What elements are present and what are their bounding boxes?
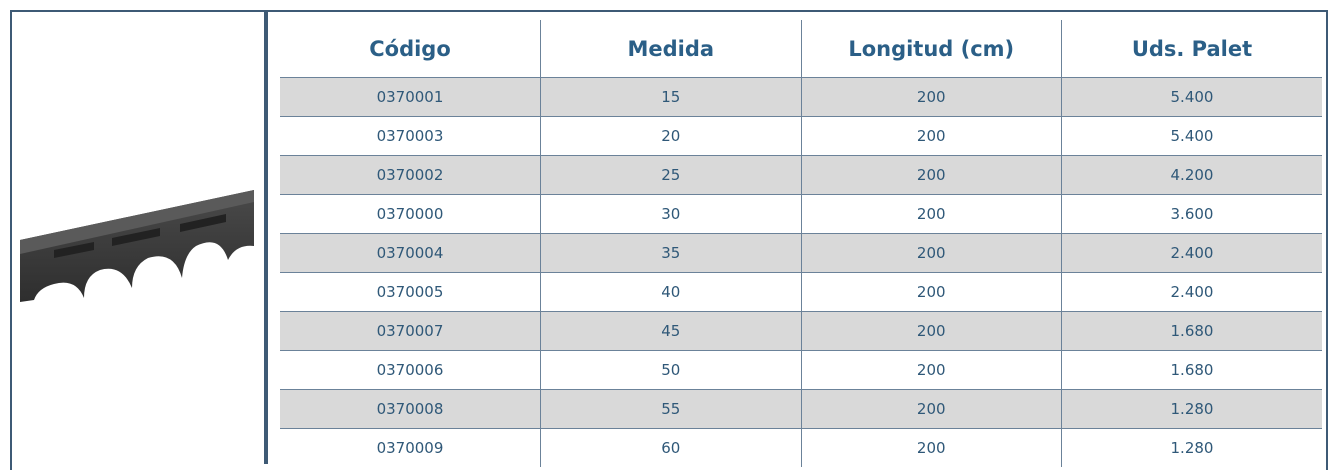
table-cell: 0370004 xyxy=(280,234,541,273)
table-cell: 0370003 xyxy=(280,117,541,156)
table-cell: 200 xyxy=(801,273,1062,312)
divider xyxy=(264,10,268,464)
table-cell: 0370000 xyxy=(280,195,541,234)
table-cell: 2.400 xyxy=(1062,273,1323,312)
table-cell: 200 xyxy=(801,78,1062,117)
table-cell: 0370006 xyxy=(280,351,541,390)
table-cell: 0370001 xyxy=(280,78,541,117)
table-cell: 0370008 xyxy=(280,390,541,429)
table-cell: 45 xyxy=(541,312,802,351)
table-cell: 1.280 xyxy=(1062,429,1323,468)
column-header: Longitud (cm) xyxy=(801,20,1062,78)
table-cell: 4.200 xyxy=(1062,156,1323,195)
table-cell: 200 xyxy=(801,351,1062,390)
table-cell: 0370005 xyxy=(280,273,541,312)
table-cell: 200 xyxy=(801,117,1062,156)
table-cell: 30 xyxy=(541,195,802,234)
table-cell: 5.400 xyxy=(1062,117,1323,156)
table-cell: 200 xyxy=(801,390,1062,429)
column-header: Uds. Palet xyxy=(1062,20,1323,78)
table-cell: 1.680 xyxy=(1062,312,1323,351)
table-cell: 60 xyxy=(541,429,802,468)
table-cell: 25 xyxy=(541,156,802,195)
table-cell: 3.600 xyxy=(1062,195,1323,234)
table-cell: 200 xyxy=(801,312,1062,351)
column-header: Medida xyxy=(541,20,802,78)
table-cell: 40 xyxy=(541,273,802,312)
table-cell: 1.280 xyxy=(1062,390,1323,429)
table-cell: 200 xyxy=(801,234,1062,273)
table-cell: 15 xyxy=(541,78,802,117)
table-cell: 200 xyxy=(801,195,1062,234)
table-cell: 200 xyxy=(801,429,1062,468)
table-cell: 200 xyxy=(801,156,1062,195)
table-cell: 55 xyxy=(541,390,802,429)
table-cell: 50 xyxy=(541,351,802,390)
table-cell: 1.680 xyxy=(1062,351,1323,390)
table-cell: 35 xyxy=(541,234,802,273)
table-cell: 0370009 xyxy=(280,429,541,468)
page: CódigoMedidaLongitud (cm)Uds. Palet 0370… xyxy=(0,0,1336,464)
table-cell: 2.400 xyxy=(1062,234,1323,273)
table-cell: 5.400 xyxy=(1062,78,1323,117)
column-header: Código xyxy=(280,20,541,78)
table-cell: 20 xyxy=(541,117,802,156)
table-cell: 0370002 xyxy=(280,156,541,195)
product-image xyxy=(14,150,259,320)
table-cell: 0370007 xyxy=(280,312,541,351)
